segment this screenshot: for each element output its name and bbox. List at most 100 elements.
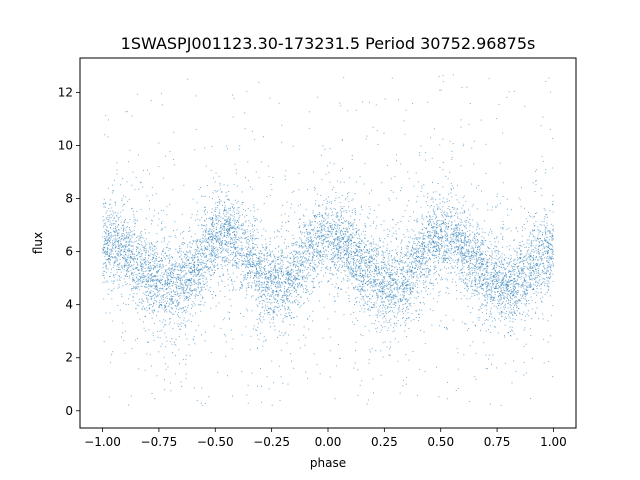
data-point bbox=[280, 314, 282, 316]
data-point bbox=[437, 262, 439, 264]
data-point bbox=[266, 290, 268, 292]
data-point bbox=[144, 261, 146, 263]
data-point bbox=[486, 312, 487, 314]
data-point bbox=[159, 337, 161, 339]
data-point bbox=[243, 315, 245, 317]
data-point bbox=[552, 273, 554, 275]
data-point bbox=[539, 263, 541, 265]
data-point bbox=[152, 284, 154, 286]
data-point bbox=[433, 298, 435, 300]
data-point bbox=[133, 214, 135, 216]
data-point bbox=[549, 263, 551, 265]
data-point bbox=[498, 260, 500, 262]
data-point bbox=[368, 259, 370, 260]
data-point bbox=[280, 376, 282, 378]
data-point bbox=[275, 268, 277, 270]
data-point bbox=[539, 257, 541, 259]
data-point bbox=[335, 248, 337, 250]
data-point bbox=[131, 253, 133, 255]
data-point bbox=[549, 242, 551, 244]
data-point bbox=[113, 245, 114, 247]
data-point bbox=[462, 267, 464, 269]
data-point bbox=[247, 225, 249, 227]
data-point bbox=[128, 404, 130, 406]
data-point bbox=[401, 187, 403, 189]
data-point bbox=[534, 239, 536, 241]
data-point bbox=[383, 245, 385, 247]
data-point bbox=[219, 219, 221, 221]
data-point bbox=[260, 291, 262, 293]
data-point bbox=[386, 228, 388, 230]
data-point bbox=[192, 259, 194, 261]
data-point bbox=[152, 261, 154, 262]
data-point bbox=[221, 191, 223, 193]
data-point bbox=[357, 286, 359, 288]
data-point bbox=[508, 311, 510, 313]
data-point bbox=[304, 266, 306, 268]
data-point bbox=[540, 291, 542, 293]
data-point bbox=[270, 303, 272, 305]
data-point bbox=[506, 229, 508, 230]
data-point bbox=[249, 254, 251, 256]
data-point bbox=[509, 296, 511, 298]
data-point bbox=[169, 283, 171, 285]
data-point bbox=[280, 349, 282, 351]
data-point bbox=[322, 145, 324, 147]
data-point bbox=[131, 115, 133, 117]
data-point bbox=[161, 298, 163, 300]
data-point bbox=[161, 307, 163, 309]
data-point bbox=[122, 266, 124, 268]
data-point bbox=[110, 224, 112, 226]
data-point bbox=[267, 285, 269, 287]
data-point bbox=[298, 275, 300, 277]
data-point bbox=[186, 295, 188, 297]
data-point bbox=[164, 311, 166, 313]
data-point bbox=[183, 274, 185, 276]
data-point bbox=[162, 301, 164, 303]
data-point bbox=[460, 269, 462, 270]
data-point bbox=[222, 250, 224, 252]
data-point bbox=[446, 212, 448, 214]
data-point bbox=[170, 307, 172, 309]
data-point bbox=[311, 241, 313, 243]
data-point bbox=[337, 295, 339, 297]
data-point bbox=[432, 227, 434, 229]
data-point bbox=[281, 300, 283, 302]
data-point bbox=[359, 249, 361, 251]
data-point bbox=[168, 260, 170, 262]
data-point bbox=[473, 293, 475, 295]
data-point bbox=[287, 266, 289, 268]
data-point bbox=[432, 227, 434, 229]
data-point bbox=[263, 281, 265, 283]
data-point bbox=[213, 258, 215, 260]
data-point bbox=[313, 287, 315, 288]
data-point bbox=[468, 280, 470, 282]
data-point bbox=[347, 257, 349, 259]
data-point bbox=[397, 313, 399, 315]
data-point bbox=[454, 224, 456, 226]
data-point bbox=[120, 227, 122, 229]
data-point bbox=[492, 257, 494, 259]
data-point bbox=[423, 227, 425, 229]
data-point bbox=[215, 222, 217, 224]
data-point bbox=[390, 310, 392, 312]
data-point bbox=[500, 272, 502, 274]
data-point bbox=[491, 209, 493, 211]
data-point bbox=[175, 281, 177, 283]
data-point bbox=[439, 291, 441, 293]
data-point bbox=[187, 244, 189, 246]
data-point bbox=[198, 272, 200, 274]
data-point bbox=[504, 296, 506, 298]
data-point bbox=[340, 252, 342, 254]
data-point bbox=[466, 252, 468, 254]
data-point bbox=[243, 275, 245, 277]
data-point bbox=[495, 267, 497, 269]
data-point bbox=[273, 307, 275, 309]
data-point bbox=[198, 271, 200, 273]
data-point bbox=[512, 278, 514, 280]
data-point bbox=[438, 295, 440, 297]
data-point bbox=[369, 256, 371, 258]
data-point bbox=[523, 279, 525, 281]
data-point bbox=[191, 272, 193, 273]
data-point bbox=[236, 276, 238, 278]
